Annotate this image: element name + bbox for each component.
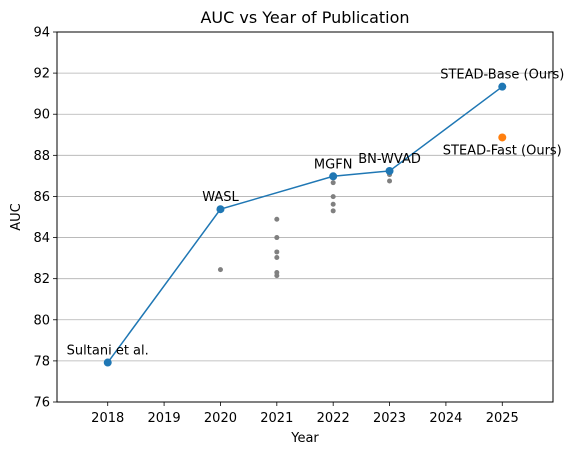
x-tick-label: 2019	[148, 411, 181, 426]
other-methods-points	[217, 172, 393, 279]
other-method-point	[274, 249, 280, 255]
gridlines	[57, 72, 553, 362]
point-annotation: MGFN	[314, 157, 353, 172]
other-method-point	[387, 178, 393, 184]
y-axis: 76 78 80 82 84 86 88 90 92 94	[33, 26, 57, 411]
x-tick-label: 2023	[373, 411, 406, 426]
x-tick-label: 2022	[317, 411, 350, 426]
other-method-point	[217, 267, 223, 273]
y-tick-label: 82	[33, 272, 50, 287]
y-tick-label: 80	[33, 313, 50, 328]
point-annotation: BN-WVAD	[358, 152, 421, 167]
stead-fast-point	[498, 133, 507, 142]
other-method-point	[274, 216, 280, 222]
point-annotation: STEAD-Fast (Ours)	[443, 143, 562, 158]
point-annotation: WASL	[202, 190, 239, 205]
stead-fast-series	[498, 133, 507, 142]
x-tick-label: 2024	[429, 411, 462, 426]
y-tick-label: 84	[33, 231, 50, 246]
other-method-point	[330, 194, 336, 200]
main-series	[103, 82, 507, 367]
y-tick-label: 76	[33, 396, 50, 411]
other-method-point	[330, 180, 336, 186]
annotations: Sultani et al. WASL MGFN BN-WVAD STEAD-Base …	[67, 68, 565, 359]
point-annotation: Sultani et al.	[67, 344, 149, 359]
other-method-point	[330, 201, 336, 207]
x-axis-label: Year	[290, 431, 319, 446]
x-tick-label: 2020	[204, 411, 237, 426]
other-method-point	[274, 254, 280, 260]
main-series-point	[216, 205, 225, 214]
y-tick-label: 92	[33, 67, 50, 82]
y-tick-label: 90	[33, 108, 50, 123]
chart-title: AUC vs Year of Publication	[200, 8, 409, 27]
point-annotation: STEAD-Base (Ours)	[440, 68, 564, 83]
x-axis: 2018 2019 2020 2021 2022 2023 2024 2025	[91, 402, 519, 426]
other-method-point	[274, 273, 280, 279]
main-series-point	[498, 82, 507, 91]
main-series-point	[103, 358, 112, 367]
plot-area-frame	[56, 31, 554, 403]
x-tick-label: 2025	[486, 411, 519, 426]
x-tick-label: 2018	[91, 411, 124, 426]
other-method-point	[330, 208, 336, 214]
main-series-point	[329, 172, 338, 181]
y-tick-label: 78	[33, 354, 50, 369]
main-series-line	[107, 86, 503, 363]
y-tick-label: 86	[33, 190, 50, 205]
y-tick-label: 88	[33, 149, 50, 164]
main-series-point	[385, 166, 394, 175]
x-tick-label: 2021	[260, 411, 293, 426]
y-tick-label: 94	[33, 26, 50, 41]
y-axis-label: AUC	[9, 203, 24, 231]
other-method-point	[274, 235, 280, 241]
